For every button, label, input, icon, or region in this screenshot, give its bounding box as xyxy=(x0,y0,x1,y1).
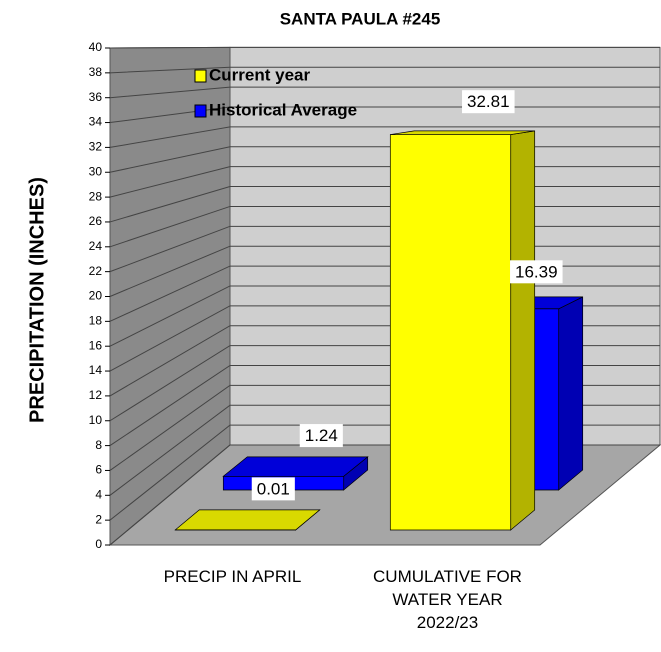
y-tick-label: 30 xyxy=(89,164,103,178)
grid-line xyxy=(109,106,660,124)
x-tick-label: CUMULATIVE FOR WATER YEAR 2022/23 xyxy=(373,567,522,632)
y-tick-label: 18 xyxy=(89,314,103,328)
grid-line xyxy=(109,86,660,99)
y-tick-label: 24 xyxy=(89,239,103,253)
data-label-box xyxy=(299,424,343,448)
data-label: 32.81 xyxy=(467,92,510,111)
bar-top xyxy=(174,509,321,531)
grid-line xyxy=(109,126,660,148)
y-tick-label: 16 xyxy=(89,338,103,352)
y-tick-label: 2 xyxy=(95,512,102,526)
y-tick-label: 40 xyxy=(89,40,103,54)
data-label: 1.24 xyxy=(305,426,338,445)
bar-top xyxy=(390,130,535,135)
legend-swatch xyxy=(194,104,207,118)
data-label: 0.01 xyxy=(257,479,290,498)
bar xyxy=(174,509,321,531)
bar-top xyxy=(222,456,369,477)
grid-line xyxy=(109,66,660,74)
chart-title: SANTA PAULA #245 xyxy=(280,9,441,28)
y-tick-label: 12 xyxy=(89,388,103,402)
y-tick-label: 28 xyxy=(89,189,103,203)
y-tick-label: 8 xyxy=(95,438,102,452)
grid-line xyxy=(109,46,660,49)
bar-side xyxy=(510,130,536,531)
legend-label: Historical Average xyxy=(209,100,357,119)
legend-label: Current year xyxy=(209,65,310,84)
y-tick-label: 32 xyxy=(89,140,103,154)
y-tick-label: 6 xyxy=(95,463,102,477)
y-tick-label: 38 xyxy=(89,65,103,79)
y-tick-label: 20 xyxy=(89,289,103,303)
y-tick-label: 10 xyxy=(89,413,103,427)
x-tick-label: PRECIP IN APRIL xyxy=(164,567,302,586)
y-tick-label: 34 xyxy=(89,115,103,129)
y-axis-label: PRECIPITATION (INCHES) xyxy=(26,177,48,423)
data-label-box xyxy=(462,90,515,114)
data-label: 16.39 xyxy=(515,262,558,281)
y-tick-label: 0 xyxy=(95,537,102,551)
bar-front xyxy=(389,134,512,531)
legend-swatch xyxy=(194,69,207,83)
y-tick-label: 14 xyxy=(89,363,103,377)
bar xyxy=(222,456,369,491)
y-tick-label: 4 xyxy=(95,487,102,501)
data-label-box xyxy=(251,477,295,501)
y-tick-label: 22 xyxy=(89,264,103,278)
bar xyxy=(389,130,536,531)
data-label-box xyxy=(510,260,563,284)
bar-side xyxy=(558,296,584,491)
y-tick-label: 36 xyxy=(89,90,103,104)
y-tick-label: 26 xyxy=(89,214,103,228)
